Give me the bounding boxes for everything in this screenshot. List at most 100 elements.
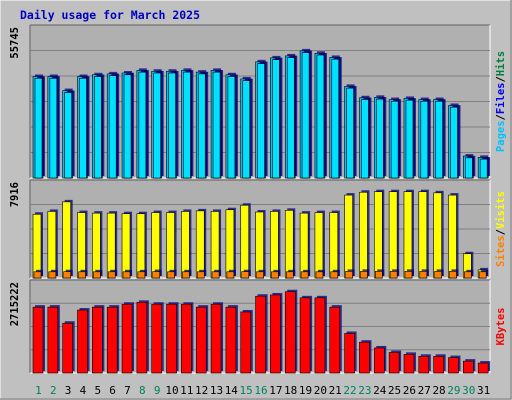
visits-bar <box>359 191 368 279</box>
y-axis-max-label: 55745 <box>9 27 21 59</box>
x-tick-label: 10 <box>165 384 178 397</box>
pages-bar <box>375 98 384 179</box>
sites-bar <box>63 271 71 279</box>
kbytes-bar <box>270 294 281 374</box>
kbytes-bar <box>299 297 311 374</box>
sites-bar <box>271 271 279 279</box>
visits-bar <box>181 211 190 279</box>
sites-bar <box>211 271 220 279</box>
legend-item: / <box>495 76 507 82</box>
pages-bar <box>138 71 147 179</box>
x-tick-label: 29 <box>447 384 460 397</box>
pages-bar <box>108 75 117 179</box>
sites-bar <box>256 271 264 279</box>
visits-bar <box>225 209 235 279</box>
visits-bar <box>314 212 324 279</box>
x-tick-label: 28 <box>432 384 445 397</box>
legend-item: Visits <box>495 191 507 229</box>
x-tick-label: 8 <box>139 384 146 397</box>
pages-bar <box>346 87 354 179</box>
pages-bar <box>479 158 488 179</box>
y-axis-max-label: 7916 <box>9 182 21 207</box>
pages-bar <box>183 71 191 179</box>
x-tick-label: 17 <box>269 384 282 397</box>
x-tick-label: 1 <box>35 384 42 397</box>
legend-item: / <box>495 114 507 120</box>
legend-label: Pages/Files/Hits <box>495 51 507 152</box>
sites-bar <box>464 271 472 279</box>
x-tick-label: 23 <box>358 384 371 397</box>
sites-bar <box>137 271 146 279</box>
pages-bar <box>331 58 340 179</box>
kbytes-bar <box>433 355 444 374</box>
x-tick-label: 20 <box>314 384 327 397</box>
visits-bar <box>240 204 250 279</box>
sites-bar <box>389 271 398 279</box>
kbytes-bar <box>329 306 341 374</box>
sites-bar <box>345 271 353 279</box>
chart-title: Daily usage for March 2025 <box>20 8 200 22</box>
x-tick-label: 21 <box>329 384 342 397</box>
visits-bar <box>166 212 175 279</box>
x-tick-label: 2 <box>50 384 57 397</box>
kbytes-bar <box>151 303 163 374</box>
visits-bar <box>106 212 116 279</box>
visits-bar <box>299 212 309 279</box>
pages-bar <box>272 59 280 179</box>
sites-bar <box>33 271 42 279</box>
kbytes-bar <box>62 322 73 374</box>
pages-bar <box>257 63 265 179</box>
sites-bar <box>419 271 428 279</box>
kbytes-bar <box>463 360 474 374</box>
x-tick-label: 27 <box>418 384 431 397</box>
visits-bar <box>47 211 57 279</box>
x-tick-label: 13 <box>210 384 223 397</box>
sites-bar <box>122 271 131 279</box>
visits-bar <box>388 191 398 279</box>
visits-bar <box>77 212 86 279</box>
visits-bar <box>92 212 101 279</box>
legend-item: Pages <box>495 120 507 152</box>
sites-bar <box>434 271 442 279</box>
pages-bar <box>405 99 414 179</box>
pages-bar <box>450 106 458 179</box>
sites-bar <box>167 271 175 279</box>
kbytes-bar <box>314 297 326 374</box>
kbytes-bar <box>32 306 44 374</box>
x-tick-label: 14 <box>225 384 239 397</box>
sites-bar <box>182 271 190 279</box>
visits-bar <box>136 213 146 279</box>
kbytes-bar <box>210 303 222 374</box>
x-tick-label: 5 <box>94 384 101 397</box>
sites-bar <box>360 271 368 279</box>
x-tick-label: 24 <box>373 384 387 397</box>
legend-label: KBytes <box>495 308 507 346</box>
sites-bar <box>93 271 101 279</box>
y-axis-max-label: 2715222 <box>9 282 21 326</box>
visits-bar <box>418 191 428 279</box>
x-tick-label: 11 <box>180 384 193 397</box>
visits-bar <box>329 212 339 279</box>
pages-bar <box>420 100 429 179</box>
sites-bar <box>374 271 383 279</box>
visits-bar <box>210 211 220 279</box>
visits-bar <box>373 191 383 279</box>
kbytes-bar <box>106 306 118 374</box>
kbytes-bar <box>92 306 103 374</box>
x-tick-label: 6 <box>109 384 116 397</box>
legend-item: Files <box>495 83 507 115</box>
x-tick-label: 25 <box>388 384 401 397</box>
x-tick-label: 30 <box>462 384 475 397</box>
kbytes-bar <box>77 309 88 374</box>
sites-bar <box>285 271 294 279</box>
x-tick-label: 7 <box>124 384 131 397</box>
visits-bar <box>284 210 294 279</box>
x-tick-label: 12 <box>195 384 208 397</box>
kbytes-bar <box>195 306 207 374</box>
pages-bar <box>64 92 72 179</box>
visits-bar <box>448 194 457 279</box>
pages-bar <box>153 72 162 179</box>
kbytes-bar <box>373 347 385 374</box>
kbytes-bar <box>284 291 296 374</box>
visits-bar <box>195 210 205 279</box>
